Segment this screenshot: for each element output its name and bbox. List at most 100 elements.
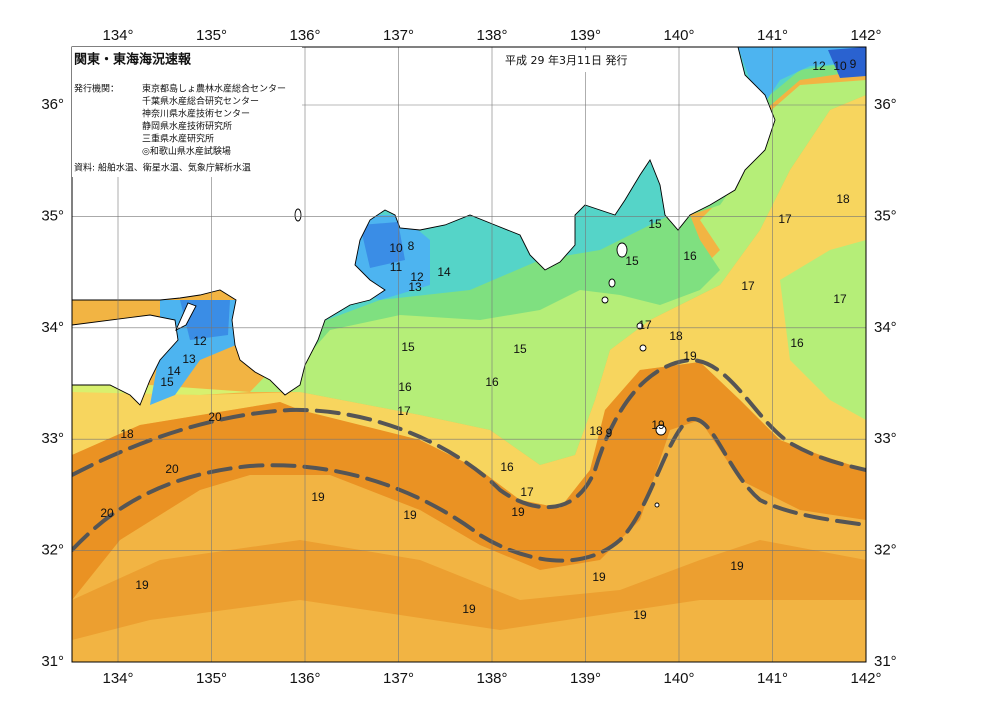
- contour-label: 19: [592, 570, 606, 584]
- contour-label: 17: [778, 212, 792, 226]
- contour-label: 11: [390, 260, 403, 274]
- issuer-list: 東京都島しょ農林水産総合センター千葉県水産総合研究センター神奈川県水産技術センタ…: [142, 83, 286, 158]
- contour-label: 8: [408, 239, 415, 253]
- contour-label: 17: [520, 485, 534, 499]
- contour-label: 20: [165, 462, 179, 476]
- issue-date: 平成 29 年3月11日 発行: [505, 53, 627, 67]
- contour-label: 15: [513, 342, 527, 356]
- lon-label-top: 139°: [570, 27, 601, 44]
- island: [601, 296, 609, 304]
- contour-label: 16: [683, 249, 697, 263]
- island: [616, 242, 628, 258]
- lon-label-top: 141°: [757, 27, 788, 44]
- kuroshio-path-south: [72, 416, 866, 563]
- contour-label: 17: [741, 279, 755, 293]
- contour-label: 19: [462, 602, 476, 616]
- contour-label: 9: [850, 57, 857, 71]
- contour-label: 13: [182, 352, 196, 366]
- lat-label-right: 35°: [874, 207, 897, 224]
- lat-label-right: 32°: [874, 542, 897, 559]
- contour-label: 19: [651, 418, 665, 432]
- lat-label-left: 31°: [41, 653, 64, 670]
- contour-label: 18: [120, 427, 134, 441]
- contour-label: 15: [160, 375, 174, 389]
- lon-label-bottom: 142°: [850, 670, 881, 687]
- axis-labels: 134° 134° 135° 135° 136° 136° 137° 137° 138° 138°…: [41, 27, 896, 687]
- contour-label: 20: [100, 506, 114, 520]
- issuer-name: 神奈川県水産技術センター: [142, 108, 250, 120]
- zone-18: [72, 95, 866, 508]
- awaji: [175, 302, 197, 331]
- contour-label: 18: [589, 424, 603, 438]
- contour-label: 17: [638, 318, 652, 332]
- contour-label: 19: [135, 578, 149, 592]
- contour-label: 18: [836, 192, 850, 206]
- lon-label-bottom: 139°: [570, 670, 601, 687]
- lat-label-right: 33°: [874, 430, 897, 447]
- contour-label: 15: [648, 217, 662, 231]
- lon-label-bottom: 137°: [383, 670, 414, 687]
- contour-label: 10: [833, 59, 847, 73]
- shikoku: [72, 314, 179, 406]
- lat-label-right: 36°: [874, 96, 897, 113]
- legend-box: [72, 47, 302, 177]
- kuroshio-path-north: [72, 357, 866, 510]
- lon-label-top: 138°: [476, 27, 507, 44]
- contour-label: 9: [606, 426, 613, 440]
- contour-label: 15: [625, 254, 639, 268]
- lat-label-left: 34°: [41, 319, 64, 336]
- lon-label-top: 137°: [383, 27, 414, 44]
- zone-17-east: [780, 240, 866, 420]
- contour-label: 16: [398, 380, 412, 394]
- contour-label: 10: [389, 241, 403, 255]
- zone-20: [72, 362, 866, 600]
- issuer-name: ◎和歌山県水産試験場: [142, 145, 231, 157]
- lon-label-bottom: 135°: [196, 670, 227, 687]
- lon-label-top: 135°: [196, 27, 227, 44]
- contour-label: 19: [311, 490, 325, 504]
- contour-label: 19: [633, 608, 647, 622]
- lon-label-bottom: 134°: [102, 670, 133, 687]
- issuer-name: 静岡県水産技術研究所: [142, 120, 232, 132]
- contour-label: 19: [511, 505, 525, 519]
- contour-label: 17: [397, 404, 411, 418]
- contour-label: 19: [683, 349, 697, 363]
- issuer-name: 千葉県水産総合研究センター: [142, 95, 259, 107]
- lat-label-left: 33°: [41, 430, 64, 447]
- island: [608, 278, 616, 288]
- issuer-label: 発行機関：: [74, 83, 119, 95]
- contour-label: 16: [500, 460, 514, 474]
- ise-bay-inner: [360, 222, 405, 268]
- issuer-name: 三重県水産研究所: [142, 133, 214, 145]
- contour-label: 18: [669, 329, 683, 343]
- lat-label-left: 36°: [41, 96, 64, 113]
- zone-20-south: [72, 540, 866, 640]
- lat-label-left: 35°: [41, 207, 64, 224]
- lon-label-top: 142°: [850, 27, 881, 44]
- data-source: 資料: 船舶水温、衛星水温、気象庁解析水温: [74, 162, 251, 174]
- lon-label-bottom: 140°: [663, 670, 694, 687]
- title: 関東・東海海況速報: [74, 52, 192, 68]
- lon-label-top: 134°: [102, 27, 133, 44]
- lon-label-bottom: 138°: [476, 670, 507, 687]
- lat-label-right: 34°: [874, 319, 897, 336]
- contour-label: 19: [403, 508, 417, 522]
- contour-label: 14: [167, 364, 181, 378]
- contour-label: 14: [437, 265, 451, 279]
- contour-label: 12: [812, 59, 826, 73]
- date-box: [498, 50, 678, 72]
- contour-label: 12: [193, 334, 207, 348]
- lon-label-bottom: 136°: [289, 670, 320, 687]
- lon-label-top: 136°: [289, 27, 320, 44]
- contour-label: 12: [410, 270, 424, 284]
- contour-label: 15: [401, 340, 415, 354]
- island: [654, 502, 660, 508]
- contour-label: 20: [208, 410, 222, 424]
- map-frame: [71, 46, 867, 663]
- contour-label: 19: [730, 559, 744, 573]
- lon-label-top: 140°: [663, 27, 694, 44]
- contour-label: 17: [833, 292, 847, 306]
